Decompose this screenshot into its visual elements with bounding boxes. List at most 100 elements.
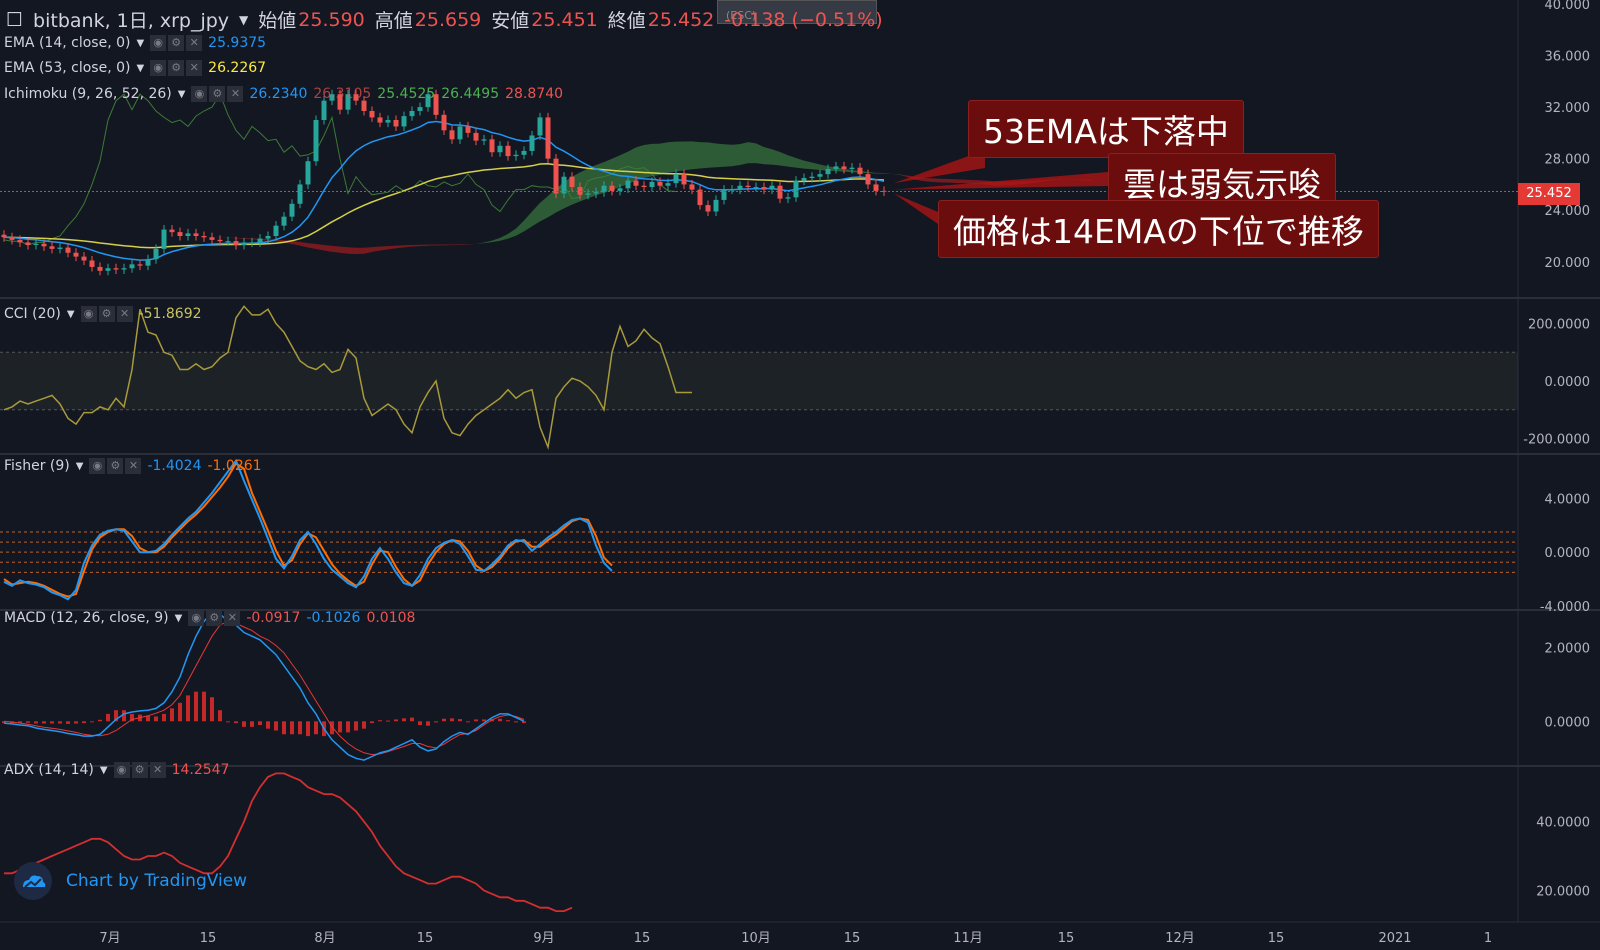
candle-body <box>681 174 687 185</box>
eye-icon[interactable]: ◉ <box>89 458 106 474</box>
ichimoku-cloud-segment <box>796 158 804 169</box>
ichimoku-value-5: 28.8740 <box>505 86 564 102</box>
macd-histogram-bar <box>482 719 486 722</box>
ichimoku-cloud-segment <box>700 142 708 169</box>
candle-body <box>145 259 151 266</box>
ichimoku-cloud-segment <box>316 244 324 251</box>
chevron-down-icon[interactable]: ▼ <box>99 764 108 776</box>
logo-text: Chart by TradingView <box>66 871 248 891</box>
adx-name[interactable]: ADX (14, 14) <box>4 762 94 778</box>
gear-icon[interactable]: ⚙ <box>209 86 226 102</box>
macd-histogram-bar <box>386 720 390 722</box>
close-icon[interactable]: ✕ <box>116 306 133 322</box>
gear-icon[interactable]: ⚙ <box>98 306 115 322</box>
fisher-trigger-line <box>3 461 613 598</box>
symbol-header: ☐ bitbank, 1日, xrp_jpy ▼ 始値 25.590 高値 25.6… <box>6 6 883 33</box>
close-icon[interactable]: ✕ <box>125 458 142 474</box>
macd-name[interactable]: MACD (12, 26, close, 9) <box>4 610 169 626</box>
cci-band-fill <box>0 352 1518 410</box>
candle-body <box>721 189 727 200</box>
candle-body <box>497 145 503 153</box>
gear-icon[interactable]: ⚙ <box>206 610 223 626</box>
chevron-down-icon[interactable]: ▼ <box>136 37 145 49</box>
candle-body <box>617 188 623 191</box>
macd-histogram-bar <box>178 702 182 722</box>
ichimoku-cloud-segment <box>404 244 412 248</box>
macd-histogram-bar <box>58 721 62 724</box>
gear-icon[interactable]: ⚙ <box>168 60 185 76</box>
time-tick-label: 15 <box>417 931 434 946</box>
low-value: 25.451 <box>531 8 598 31</box>
eye-icon[interactable]: ◉ <box>80 306 97 322</box>
ichimoku-cloud-segment <box>964 179 972 184</box>
eye-icon[interactable]: ◉ <box>150 35 167 51</box>
candle-body <box>225 241 231 243</box>
macd-histogram-bar <box>50 721 54 724</box>
eye-icon[interactable]: ◉ <box>113 762 130 778</box>
macd-histogram-bar <box>506 720 510 722</box>
annotation-ema53[interactable]: 53EMAは下落中 <box>968 100 1244 158</box>
candle-body <box>745 185 751 188</box>
symbol-title[interactable]: bitbank, 1日, xrp_jpy <box>33 10 230 32</box>
candle-body <box>561 176 567 194</box>
ichimoku-cloud-segment <box>372 246 380 252</box>
gear-icon[interactable]: ⚙ <box>168 35 185 51</box>
chevron-down-icon[interactable]: ▼ <box>239 12 249 27</box>
candle-body <box>393 120 399 127</box>
macd-histogram-bar <box>282 721 286 735</box>
chevron-down-icon[interactable]: ▼ <box>174 612 183 624</box>
candle-body <box>633 180 639 186</box>
ichimoku-cloud-segment <box>732 144 740 167</box>
ema53-controls: ◉ ⚙ ✕ <box>150 60 203 76</box>
candle-body <box>217 239 223 242</box>
annotation-price[interactable]: 価格は14EMAの下位で推移 <box>938 200 1379 258</box>
ichimoku-cloud-segment <box>956 179 964 184</box>
time-tick-label: 9月 <box>533 931 554 946</box>
ichimoku-cloud-segment <box>484 240 492 244</box>
close-icon[interactable]: ✕ <box>149 762 166 778</box>
ichimoku-cloud-segment <box>412 244 420 247</box>
chevron-down-icon[interactable]: ▼ <box>177 88 186 100</box>
ichimoku-cloud-segment <box>460 244 468 245</box>
chevron-down-icon[interactable]: ▼ <box>75 460 84 472</box>
eye-icon[interactable]: ◉ <box>191 86 208 102</box>
macd-histogram-bar <box>170 708 174 722</box>
ichimoku-cloud-segment <box>660 142 668 175</box>
gear-icon[interactable]: ⚙ <box>107 458 124 474</box>
close-icon[interactable]: ✕ <box>227 86 244 102</box>
close-icon[interactable]: ✕ <box>186 35 203 51</box>
fisher-value-1: -1.4024 <box>147 458 202 474</box>
current-price-tag: 25.452 <box>1518 183 1580 205</box>
ichimoku-name[interactable]: Ichimoku (9, 26, 52, 26) <box>4 86 172 102</box>
gear-icon[interactable]: ⚙ <box>131 762 148 778</box>
macd-histogram-bar <box>122 710 126 722</box>
tradingview-logo[interactable]: Chart by TradingView <box>14 862 247 900</box>
candle-body <box>529 135 535 151</box>
collapse-checkbox-icon[interactable]: ☐ <box>6 8 24 31</box>
macd-histogram-bar <box>266 721 270 729</box>
eye-icon[interactable]: ◉ <box>188 610 205 626</box>
close-icon[interactable]: ✕ <box>224 610 241 626</box>
ema53-name[interactable]: EMA (53, close, 0) <box>4 60 131 76</box>
close-icon[interactable]: ✕ <box>186 60 203 76</box>
price-axis-tick-label: 36.000 <box>1545 50 1591 65</box>
ichimoku-cloud-segment <box>772 149 780 166</box>
macd-histogram-bar <box>514 721 518 723</box>
chevron-down-icon[interactable]: ▼ <box>66 308 75 320</box>
fisher-name[interactable]: Fisher (9) <box>4 458 70 474</box>
macd-histogram-bar <box>258 721 262 725</box>
hover-tooltip: (ESC) <box>717 0 877 24</box>
macd-histogram-bar <box>466 721 470 723</box>
candle-body <box>665 183 671 186</box>
candle-body <box>257 238 263 243</box>
macd-value-3: 0.0108 <box>366 610 416 626</box>
candle-body <box>457 126 463 140</box>
ichimoku-cloud-segment <box>468 243 476 245</box>
eye-icon[interactable]: ◉ <box>150 60 167 76</box>
macd-histogram-bar <box>498 718 502 722</box>
price-axis-tick-label: 24.000 <box>1545 204 1591 219</box>
cci-name[interactable]: CCI (20) <box>4 306 61 322</box>
chevron-down-icon[interactable]: ▼ <box>136 62 145 74</box>
ema14-name[interactable]: EMA (14, close, 0) <box>4 35 131 51</box>
